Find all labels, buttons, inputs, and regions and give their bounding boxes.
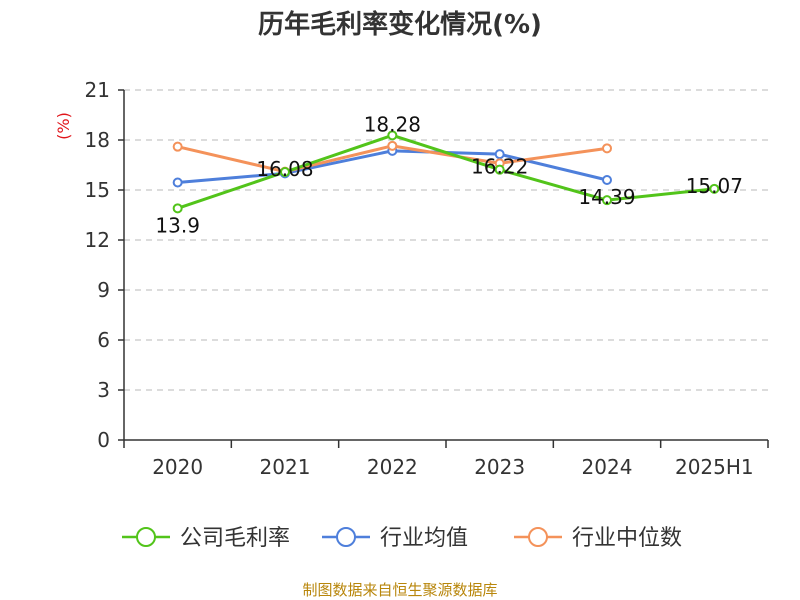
x-tick-label: 2021 <box>260 455 311 479</box>
source-note: 制图数据来自恒生聚源数据库 <box>302 581 497 599</box>
legend-marker <box>336 527 356 547</box>
data-point <box>494 149 505 160</box>
data-label: 16.22 <box>471 155 528 179</box>
y-tick-label: 15 <box>85 178 110 202</box>
data-label: 14.39 <box>578 185 635 209</box>
axes: 0 3 6 9 12 15 18 21 2020 2021 2022 2023 2024 2025H1 <box>85 78 769 479</box>
series-line-0 <box>176 133 716 210</box>
chart-title: 历年毛利率变化情况(%) <box>258 9 542 40</box>
legend-label[interactable]: 行业中位数 <box>572 526 682 551</box>
data-point <box>172 177 183 188</box>
x-tick-label: 2022 <box>367 455 418 479</box>
data-label: 18.28 <box>364 112 421 136</box>
y-tick-label: 0 <box>97 428 110 452</box>
grid-lines <box>124 89 768 391</box>
legend-label[interactable]: 公司毛利率 <box>180 526 290 551</box>
data-label: 13.9 <box>155 213 200 237</box>
data-label: 15.07 <box>686 174 743 198</box>
data-point <box>602 143 612 154</box>
y-tick-label: 9 <box>97 278 110 302</box>
data-point <box>602 195 612 206</box>
data-point <box>172 203 183 214</box>
y-tick-label: 12 <box>85 228 110 252</box>
legend[interactable]: 公司毛利率 行业均值 行业中位数 <box>122 526 682 551</box>
data-label: 16.08 <box>256 157 313 181</box>
data-point <box>494 164 505 175</box>
data-point <box>709 183 720 194</box>
y-tick-label: 6 <box>97 328 110 352</box>
data-point <box>602 175 612 185</box>
y-axis-label: (%) <box>54 112 73 140</box>
x-tick-label: 2025H1 <box>675 455 754 479</box>
legend-marker <box>136 527 156 547</box>
data-point <box>280 167 290 177</box>
x-tick-label: 2024 <box>582 455 633 479</box>
data-point <box>172 141 183 152</box>
x-tick-label: 2020 <box>152 455 203 479</box>
data-point <box>387 130 398 141</box>
data-point <box>387 140 398 151</box>
legend-marker <box>528 527 548 547</box>
y-tick-label: 3 <box>97 378 110 402</box>
data-labels: 13.9 16.08 18.28 16.22 14.39 15.07 <box>155 112 743 237</box>
y-tick-label: 18 <box>85 128 110 152</box>
y-tick-label: 21 <box>85 78 110 102</box>
legend-label[interactable]: 行业均值 <box>380 526 468 551</box>
x-tick-label: 2023 <box>474 455 525 479</box>
data-points <box>172 130 720 214</box>
